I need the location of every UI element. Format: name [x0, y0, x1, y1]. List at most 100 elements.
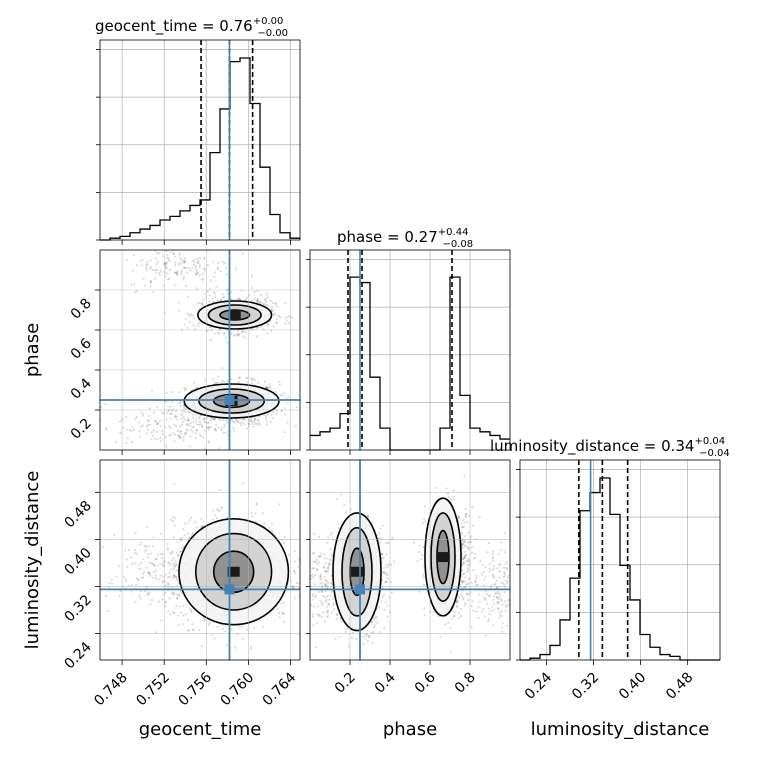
sample-point — [329, 559, 332, 563]
sample-point — [224, 266, 227, 270]
sample-point — [385, 572, 389, 575]
sample-point — [175, 562, 178, 566]
sample-point — [187, 417, 190, 420]
sample-point — [180, 269, 183, 272]
sample-point — [198, 274, 201, 277]
sample-point — [258, 301, 261, 304]
sample-point — [461, 532, 464, 535]
sample-point — [187, 532, 190, 535]
sample-point — [178, 254, 181, 257]
sample-point — [187, 419, 190, 422]
sample-point — [464, 514, 467, 517]
sample-point — [337, 527, 340, 530]
sample-point — [491, 552, 494, 556]
sample-point — [170, 412, 173, 415]
sample-point — [241, 637, 245, 641]
sample-point — [140, 541, 143, 544]
sample-point — [141, 411, 144, 414]
sample-point — [137, 578, 140, 581]
sample-point — [261, 625, 265, 628]
sample-point — [465, 593, 468, 596]
sample-point — [138, 543, 142, 546]
sample-point — [173, 255, 176, 258]
sample-point — [423, 583, 426, 587]
sample-point — [207, 422, 210, 425]
sample-point — [176, 273, 179, 276]
sample-point — [366, 515, 369, 518]
sample-point — [372, 626, 375, 629]
density-core — [228, 310, 241, 320]
sample-point — [161, 564, 164, 567]
sample-point — [122, 426, 125, 429]
sample-point — [97, 549, 99, 551]
sample-point — [188, 536, 191, 539]
sample-point — [420, 557, 423, 561]
sample-point — [196, 262, 200, 265]
sample-point — [171, 400, 174, 403]
sample-point — [276, 305, 279, 308]
sample-point — [106, 610, 109, 613]
sample-point — [463, 603, 467, 607]
sample-point — [161, 575, 165, 578]
sample-point — [100, 418, 102, 421]
sample-point — [154, 558, 157, 561]
sample-point — [169, 433, 172, 437]
sample-point — [196, 323, 199, 327]
sample-point — [216, 381, 219, 384]
sample-point — [289, 523, 292, 526]
sample-point — [223, 332, 226, 335]
sample-point — [226, 421, 229, 424]
sample-point — [467, 560, 470, 563]
sample-point — [160, 619, 163, 622]
sample-point — [172, 611, 175, 614]
sample-point — [385, 580, 388, 583]
sample-point — [219, 418, 222, 421]
sample-point — [303, 600, 305, 602]
sample-point — [161, 553, 164, 556]
sample-point — [140, 264, 144, 267]
sample-point — [175, 271, 178, 274]
sample-point — [335, 617, 338, 621]
sample-point — [181, 623, 184, 626]
sample-point — [159, 454, 161, 456]
sample-point — [174, 263, 177, 267]
sample-point — [159, 574, 162, 577]
sample-point — [141, 414, 145, 417]
sample-point — [216, 268, 219, 271]
sample-point — [131, 426, 134, 429]
sample-point — [167, 575, 170, 579]
sample-point — [201, 302, 204, 305]
sample-point — [462, 525, 466, 528]
sample-point — [194, 520, 197, 523]
sample-point — [467, 599, 470, 602]
sample-point — [301, 537, 303, 539]
sample-point — [182, 614, 185, 617]
sample-point — [195, 265, 198, 268]
sample-point — [239, 298, 242, 301]
sample-point — [215, 517, 218, 520]
sample-point — [250, 417, 253, 420]
sample-point — [221, 505, 224, 508]
truth-marker — [224, 584, 235, 595]
sample-point — [131, 562, 134, 566]
sample-point — [255, 502, 258, 505]
sample-point — [179, 430, 182, 434]
sample-point — [198, 629, 201, 632]
sample-point — [157, 553, 160, 556]
sample-point — [192, 416, 195, 420]
sample-point — [456, 605, 459, 608]
sample-point — [212, 509, 215, 512]
sample-point — [137, 579, 140, 582]
sample-point — [256, 298, 259, 301]
sample-point — [195, 429, 198, 432]
sample-point — [242, 482, 245, 485]
sample-point — [254, 418, 257, 421]
sample-point — [184, 323, 187, 326]
sample-point — [195, 429, 199, 432]
sample-point — [184, 431, 187, 434]
sample-point — [258, 424, 261, 427]
sample-point — [168, 259, 171, 262]
sample-point — [169, 417, 172, 420]
sample-point — [216, 507, 219, 510]
sample-point — [198, 420, 201, 423]
